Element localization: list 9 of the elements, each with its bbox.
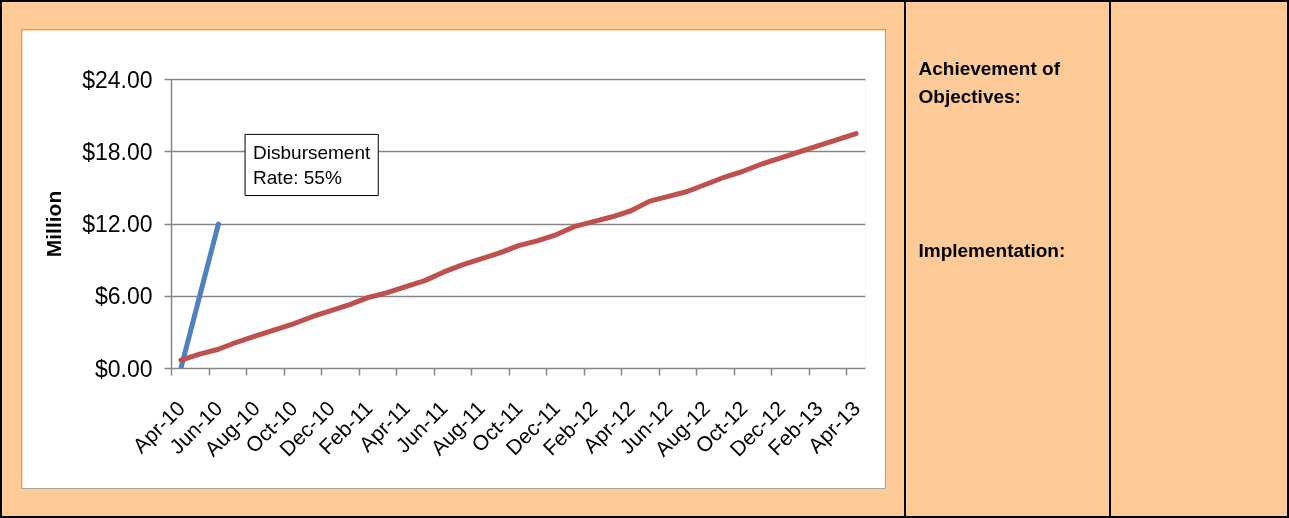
y-tick-label: $24.00 xyxy=(82,66,153,93)
text: Achievement of Objectives: xyxy=(918,57,1061,107)
y-tick-label: $12.00 xyxy=(82,211,153,237)
y-tick-label: $18.00 xyxy=(82,138,153,165)
annotation: Disbursement Rate: 55% xyxy=(253,142,371,188)
y-axis-title: Million xyxy=(42,190,66,258)
text: Implementation: xyxy=(918,239,1066,261)
y-tick-label: $6.00 xyxy=(94,283,153,310)
y-tick-label: $0.00 xyxy=(94,355,153,382)
